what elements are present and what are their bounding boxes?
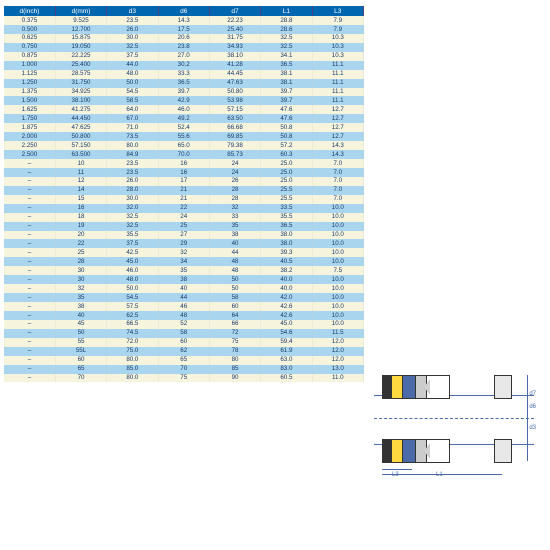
- table-row: –2542.5324439.310.0: [4, 248, 364, 257]
- table-row: –2845.0344840.510.0: [4, 257, 364, 266]
- table-row: –1123.5162425.07.0: [4, 168, 364, 177]
- col-header: d(mm): [55, 6, 106, 16]
- table-row: –1932.5253536.510.0: [4, 222, 364, 231]
- table-row: –3554.5445842.010.0: [4, 293, 364, 302]
- L1-label: L1: [436, 472, 443, 478]
- table-row: –2035.5273838.010.0: [4, 231, 364, 240]
- table-row: –3048.0385040.010.0: [4, 275, 364, 284]
- table-row: 1.87547.62571.052.466.6850.812.7: [4, 123, 364, 132]
- table-row: 1.12528.57548.033.344.4538.111.1: [4, 70, 364, 79]
- table-row: 0.87522.22537.527.038.1034.110.3: [4, 52, 364, 61]
- table-row: –6585.0708583.013.0: [4, 365, 364, 374]
- table-row: –3857.5466042.610.0: [4, 302, 364, 311]
- dimensions-table: d(inch)d(mm)d3d6d7L1L3 0.3759.52523.514.…: [4, 6, 364, 382]
- L3-label: L3: [392, 472, 399, 478]
- d3-label: d3: [529, 425, 536, 431]
- table-row: –1530.0212825.57.0: [4, 195, 364, 204]
- col-header: d7: [209, 6, 260, 16]
- table-row: –3250.0405040.010.0: [4, 284, 364, 293]
- col-header: L1: [261, 6, 312, 16]
- table-row: –55L75.0627861.912.0: [4, 347, 364, 356]
- table-row: 0.3759.52523.514.322.2328.87.9: [4, 16, 364, 25]
- col-header: d6: [158, 6, 209, 16]
- table-row: –6080.0658063.012.0: [4, 356, 364, 365]
- table-row: 1.00025.40044.030.241.2836.511.1: [4, 61, 364, 70]
- table-row: –5074.5587254.611.5: [4, 329, 364, 338]
- table-row: 2.00050.80073.555.669.8550.812.7: [4, 132, 364, 141]
- seal-diagram: d7 d6 d3 L3 L1: [374, 367, 534, 472]
- table-row: 2.50063.50084.970.085.7360.314.3: [4, 150, 364, 159]
- table-row: –3046.0354838.27.5: [4, 266, 364, 275]
- table-row: –1226.0172625.07.0: [4, 177, 364, 186]
- table-row: –4566.5526645.010.0: [4, 320, 364, 329]
- table-row: 1.50038.10058.542.953.9839.711.1: [4, 96, 364, 105]
- table-row: –1832.5243335.510.0: [4, 213, 364, 222]
- col-header: L3: [312, 6, 363, 16]
- table-row: –1632.0223233.510.0: [4, 204, 364, 213]
- table-row: –2237.5294038.010.0: [4, 239, 364, 248]
- table-row: 1.25031.75050.036.547.6338.111.1: [4, 79, 364, 88]
- table-row: 0.75019.05032.523.834.9332.510.3: [4, 43, 364, 52]
- table-row: 1.37534.92554.539.750.8039.711.1: [4, 88, 364, 97]
- table-row: –1428.0212825.57.0: [4, 186, 364, 195]
- table-row: 1.62541.27564.046.057.1547.612.7: [4, 105, 364, 114]
- table-row: –4062.5486442.610.0: [4, 311, 364, 320]
- table-row: 0.50012.70026.017.525.4028.67.9: [4, 25, 364, 34]
- col-header: d(inch): [4, 6, 55, 16]
- table-row: –7080.0759060.511.0: [4, 374, 364, 383]
- table-row: 0.62515.87530.020.631.7532.510.3: [4, 34, 364, 43]
- d6-label: d6: [529, 404, 536, 410]
- table-row: –5572.0607559.412.0: [4, 338, 364, 347]
- table-row: 2.25057.15080.065.079.3857.214.3: [4, 141, 364, 150]
- d7-label: d7: [529, 391, 536, 397]
- table-row: 1.75044.45067.049.263.5047.612.7: [4, 114, 364, 123]
- table-row: –1023.5162425.07.0: [4, 159, 364, 168]
- col-header: d3: [107, 6, 158, 16]
